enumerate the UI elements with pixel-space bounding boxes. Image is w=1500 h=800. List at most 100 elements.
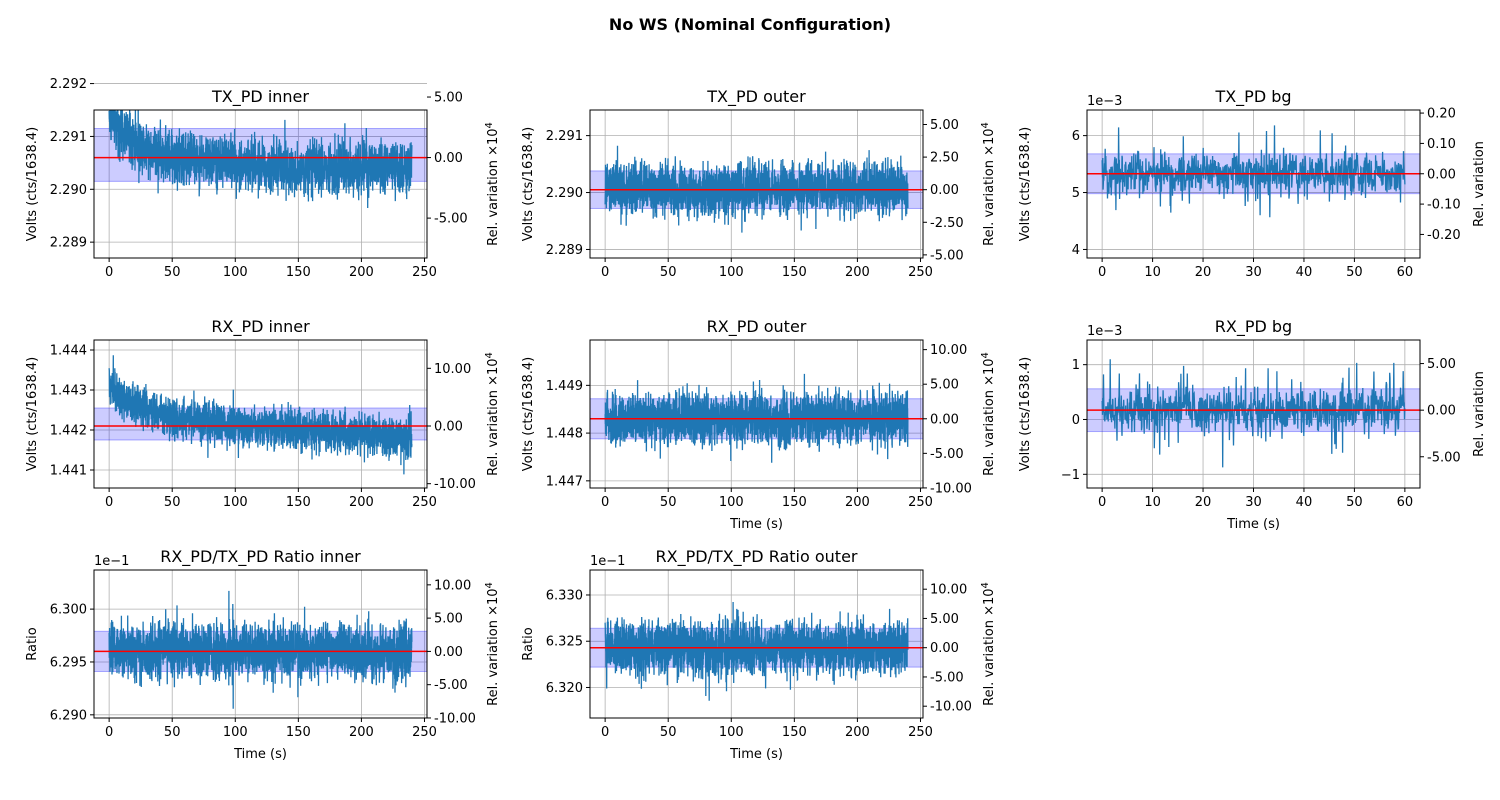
y2-axis-label-exponent: 4: [484, 122, 495, 128]
subplot-2: 0 50 100 150 200 250 2.289 2.290 2.291 -5.00 -2.50…: [521, 87, 997, 280]
x-tick-label: 20: [1195, 495, 1212, 510]
y-tick-label: 1.443: [50, 384, 87, 399]
subplot-title: RX_PD/TX_PD Ratio inner: [160, 547, 361, 567]
y-tick-label: 6.295: [50, 655, 87, 670]
y2-axis-label-text: Rel. variation ×10: [486, 359, 501, 476]
y2-axis-label: Rel. variation ×104: [484, 122, 501, 246]
axis-offset-label: 1e−3: [1087, 94, 1122, 109]
y2-axis-label: Rel. variation ×104: [980, 352, 997, 476]
y-tick-label: 2.291: [546, 129, 583, 144]
y2-axis-label-exponent: 4: [980, 352, 991, 358]
subplots: 0 50 100 150 200 2502.2892.2902.2912.292-5.00…: [25, 77, 1487, 762]
subplot-6: 0 10 20 30 40 50 60 −1 0 1 -5.00 0.00 5.00 RX_PD bg 1e…: [1018, 317, 1487, 532]
y2-tick-label: 0.00: [1427, 167, 1456, 182]
y2-tick-label: 10.00: [930, 583, 967, 598]
y-tick-label: 6.320: [546, 681, 583, 696]
x-tick-label: 200: [349, 495, 374, 510]
x-tick-label: 200: [845, 495, 870, 510]
y-tick-label: 6.325: [546, 635, 583, 650]
x-tick-label: 250: [412, 495, 437, 510]
subplot-title: RX_PD/TX_PD Ratio outer: [655, 547, 857, 567]
y2-tick-label: 5.00: [434, 91, 463, 106]
y-tick-label: 2.290: [546, 186, 583, 201]
y-tick-label: 1: [1072, 358, 1080, 373]
x-tick-label: 50: [660, 495, 677, 510]
subplot-title: TX_PD outer: [706, 87, 806, 107]
y-tick-label: 2.291: [50, 130, 87, 145]
y2-axis-label: Rel. variation: [1472, 141, 1487, 227]
y2-axis-label-text: Rel. variation ×10: [982, 129, 997, 246]
x-tick-label: 200: [349, 265, 374, 280]
x-tick-label: 0: [1098, 265, 1106, 280]
subplot-title: TX_PD inner: [211, 87, 309, 107]
y2-tick-label: -10.00: [930, 481, 972, 496]
y-tick-label: 2.290: [50, 183, 87, 198]
y2-tick-label: 5.00: [434, 612, 463, 627]
y2-axis-label: Rel. variation: [1472, 371, 1487, 457]
x-tick-label: 200: [349, 725, 374, 740]
subplot-title: RX_PD inner: [211, 317, 310, 337]
y-tick-label: 6.330: [546, 588, 583, 603]
y2-axis-label-text: Rel. variation ×10: [486, 589, 501, 706]
figure-title: No WS (Nominal Configuration): [609, 15, 891, 34]
x-tick-label: 200: [845, 725, 870, 740]
y2-tick-label: 0.00: [930, 183, 959, 198]
y-axis-label: Volts (cts/1638.4): [25, 127, 40, 241]
x-tick-label: 50: [1346, 495, 1363, 510]
y2-tick-label: 10.00: [434, 362, 471, 377]
axes-frame: [589, 339, 924, 489]
y2-tick-label: -10.00: [930, 700, 972, 715]
x-tick-label: 30: [1245, 495, 1262, 510]
axes-frame: [589, 109, 924, 259]
x-tick-label: 30: [1245, 265, 1262, 280]
x-tick-label: 100: [223, 495, 248, 510]
y-tick-label: 6.290: [50, 708, 87, 723]
x-axis-label: Time (s): [729, 747, 783, 762]
y2-tick-label: 5.00: [1427, 357, 1456, 372]
x-tick-label: 250: [412, 265, 437, 280]
subplot-1: 0 50 100 150 200 250 2.289 2.290 2.291 2.292 -5.00…: [25, 77, 501, 280]
x-axis-label: Time (s): [233, 747, 287, 762]
y2-axis-label-text: Rel. variation ×10: [486, 129, 501, 246]
y2-tick-label: -5.00: [930, 248, 964, 263]
subplot-3: 0 10 20 30 40 50 60 4 5 6 -0.20 -0.10 0.00 0.10 0.20 TX…: [1018, 87, 1487, 280]
axis-offset-label: 1e−1: [590, 554, 625, 569]
y2-tick-label: 10.00: [930, 343, 967, 358]
x-tick-label: 100: [223, 725, 248, 740]
x-tick-label: 100: [223, 265, 248, 280]
y-axis-label: Volts (cts/1638.4): [1018, 127, 1033, 241]
y2-tick-label: 5.00: [930, 378, 959, 393]
y-tick-label: 2.292: [50, 77, 87, 92]
x-tick-label: 100: [719, 265, 744, 280]
y2-tick-label: 2.50: [930, 151, 959, 166]
y2-tick-label: 0.00: [434, 151, 463, 166]
y2-tick-label: 0.10: [1427, 137, 1456, 152]
x-tick-label: 50: [1346, 265, 1363, 280]
x-tick-label: 0: [1098, 495, 1106, 510]
y2-axis-label-text: Rel. variation: [1472, 141, 1487, 227]
subplot-title: RX_PD bg: [1215, 317, 1292, 337]
x-tick-label: 60: [1397, 265, 1414, 280]
y2-tick-label: 0.00: [434, 645, 463, 660]
subplot-5: 0 50 100 150 200 250 1.447 1.448 1.449 -10.00 -5.0…: [521, 317, 997, 532]
x-tick-label: 150: [782, 265, 807, 280]
axis-offset-label: 1e−3: [1087, 324, 1122, 339]
x-axis-label: Time (s): [1226, 517, 1280, 532]
x-tick-label: 0: [105, 495, 113, 510]
y2-tick-label: -5.00: [434, 212, 468, 227]
x-tick-label: 50: [164, 725, 181, 740]
x-tick-label: 250: [908, 725, 933, 740]
y-tick-label: 4: [1072, 243, 1080, 258]
subplot-4: 0 50 100 150 200 250 1.441 1.442 1.443 1.444 -10.0…: [25, 317, 501, 510]
axes-frame: [93, 339, 428, 489]
x-tick-label: 150: [286, 495, 311, 510]
y-tick-label: 5: [1072, 186, 1080, 201]
subplot-7: 0 50 100 150 200 250 6.290 6.295 6.300 -10.00 -5.0…: [25, 547, 501, 762]
x-tick-label: 10: [1144, 265, 1161, 280]
y2-axis-label-exponent: 4: [980, 122, 991, 128]
axes-frame: [93, 109, 428, 259]
y-axis-label: Volts (cts/1638.4): [521, 127, 536, 241]
y-tick-label: −1: [1061, 468, 1080, 483]
y2-axis-label-text: Rel. variation ×10: [982, 589, 997, 706]
y-tick-label: 6.300: [50, 603, 87, 618]
